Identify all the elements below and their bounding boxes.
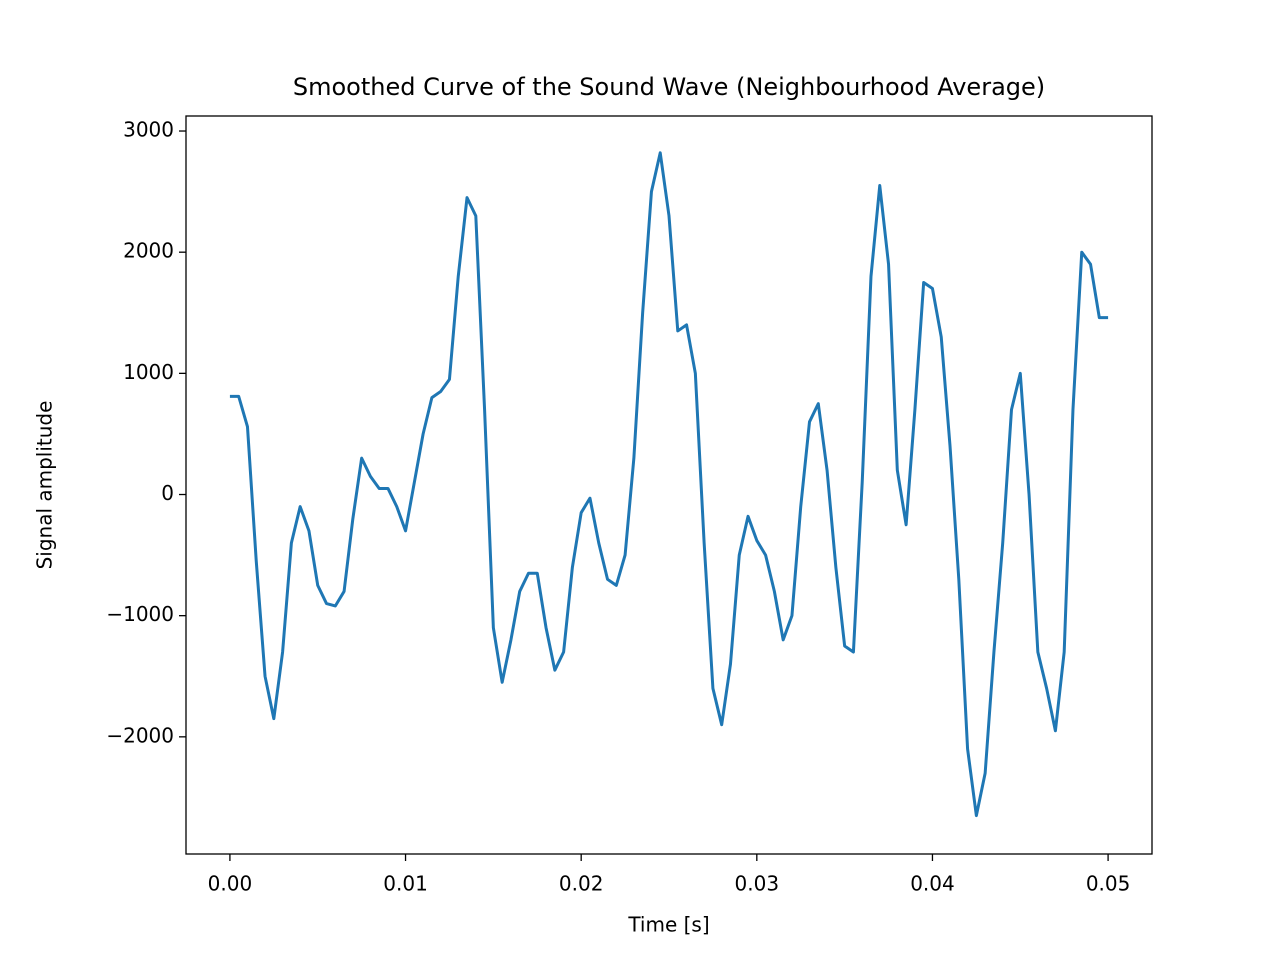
plot-frame [185, 115, 1153, 855]
y-tick-label: 2000 [123, 239, 174, 263]
y-tick-label: −1000 [106, 602, 174, 626]
x-tick-label: 0.02 [559, 872, 604, 896]
y-axis-label: Signal amplitude [33, 401, 57, 570]
line-series [229, 151, 1109, 818]
x-tick-label: 0.03 [735, 872, 780, 896]
x-tick-label: 0.00 [208, 872, 253, 896]
y-tick-label: 0 [161, 481, 174, 505]
x-tick-label: 0.04 [910, 872, 955, 896]
x-tick-label: 0.05 [1086, 872, 1131, 896]
chart-title: Smoothed Curve of the Sound Wave (Neighb… [293, 73, 1045, 101]
y-tick-label: −2000 [106, 723, 174, 747]
x-tick-label: 0.01 [383, 872, 428, 896]
y-tick-label: 3000 [123, 118, 174, 142]
y-tick-label: 1000 [123, 360, 174, 384]
x-axis-label: Time [s] [627, 913, 709, 937]
